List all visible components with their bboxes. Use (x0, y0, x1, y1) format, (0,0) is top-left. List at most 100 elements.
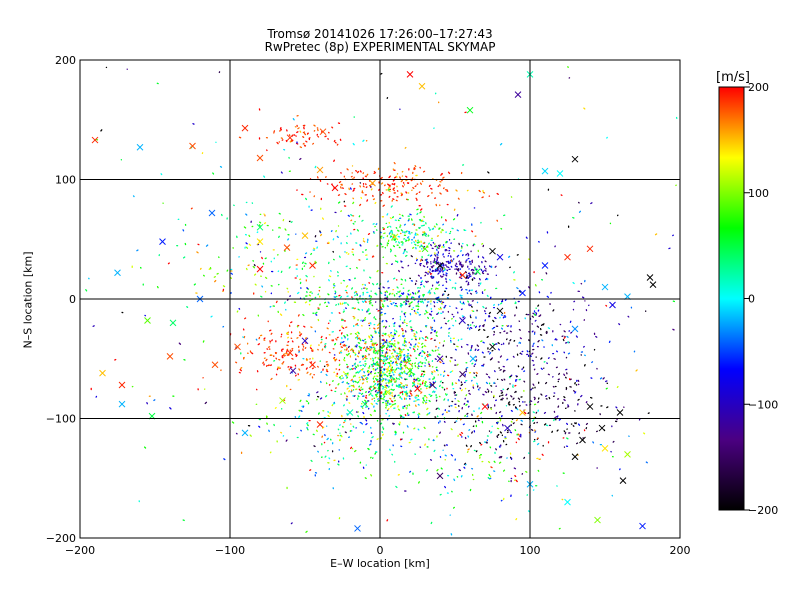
data-point (442, 264, 445, 267)
data-point (453, 478, 456, 482)
data-point (354, 380, 357, 383)
data-point (527, 412, 530, 415)
data-point (379, 342, 382, 345)
data-point (618, 323, 621, 326)
data-point (447, 293, 450, 296)
data-point (284, 301, 286, 304)
data-point (413, 383, 416, 386)
data-point (469, 326, 473, 329)
data-point (398, 374, 401, 377)
data-point (606, 406, 609, 409)
data-point (455, 189, 458, 192)
data-point (515, 479, 518, 483)
data-point (445, 248, 448, 252)
data-point (510, 420, 513, 423)
data-point (533, 396, 536, 399)
data-point (372, 198, 376, 201)
x-axis-label: E–W location [km] (330, 557, 430, 570)
data-point (477, 388, 480, 391)
data-point (305, 140, 308, 143)
data-point (497, 433, 500, 437)
data-point (474, 325, 478, 329)
data-point (434, 245, 437, 248)
data-point (369, 413, 372, 417)
data-point (438, 384, 441, 388)
data-point (299, 130, 302, 133)
data-point (421, 337, 425, 340)
data-point (280, 171, 283, 174)
data-point (413, 427, 416, 430)
data-point (583, 107, 586, 110)
data-point (552, 385, 555, 388)
data-point (392, 378, 395, 381)
data-point (345, 242, 348, 245)
data-point (563, 336, 566, 339)
data-point (532, 383, 535, 386)
data-point (572, 425, 575, 427)
data-point (389, 236, 392, 239)
data-point (396, 286, 399, 289)
data-point (532, 411, 535, 414)
data-point (286, 287, 289, 290)
data-point (418, 295, 421, 298)
data-point (390, 302, 393, 306)
data-point (356, 298, 359, 301)
data-point (352, 380, 355, 383)
data-point (346, 372, 349, 375)
data-point (514, 406, 517, 409)
data-point (407, 219, 410, 222)
data-point-cross (384, 388, 391, 396)
data-point (563, 398, 566, 402)
data-point (182, 229, 185, 232)
data-point (413, 241, 416, 244)
data-point (341, 302, 344, 305)
data-point (368, 312, 371, 315)
data-point (328, 275, 332, 278)
data-point (457, 400, 460, 403)
data-point (361, 376, 363, 379)
data-point-cross (649, 281, 657, 289)
colorbar-tick-label: 100 (748, 187, 769, 200)
data-point (408, 305, 411, 308)
data-point (530, 428, 534, 432)
data-point (417, 300, 420, 303)
data-point (428, 399, 431, 403)
data-point (433, 301, 436, 304)
data-point (357, 301, 360, 304)
data-point (376, 326, 380, 330)
data-point (343, 301, 346, 305)
data-point (500, 379, 504, 381)
data-point (427, 316, 430, 319)
data-point (413, 223, 416, 226)
data-point (316, 391, 319, 394)
data-point (499, 355, 503, 358)
y-tick-label: −100 (46, 413, 76, 426)
data-point-cross (556, 170, 564, 177)
data-point (382, 393, 385, 396)
chart-title: Tromsø 20141026 17:26:00–17:27:43 (267, 27, 493, 41)
data-point (481, 196, 484, 199)
data-point (500, 302, 503, 305)
data-point (350, 368, 353, 370)
data-point (496, 421, 499, 424)
chart-subtitle: RwPretec (8p) EXPERIMENTAL SKYMAP (264, 40, 496, 54)
data-point (382, 338, 385, 341)
data-point (426, 413, 429, 416)
data-point (391, 292, 394, 295)
data-point (523, 380, 526, 383)
data-point (400, 386, 403, 389)
data-point (493, 460, 496, 463)
data-point (567, 404, 570, 407)
data-point (435, 331, 438, 334)
data-point (376, 282, 379, 286)
data-point (585, 422, 589, 426)
data-point (397, 367, 400, 370)
data-point (374, 389, 377, 393)
data-point (577, 423, 581, 426)
data-point-cross (169, 319, 177, 327)
data-point (334, 342, 337, 346)
data-point (386, 290, 388, 293)
data-point (465, 271, 467, 274)
data-point (361, 382, 365, 385)
data-point (304, 197, 308, 201)
